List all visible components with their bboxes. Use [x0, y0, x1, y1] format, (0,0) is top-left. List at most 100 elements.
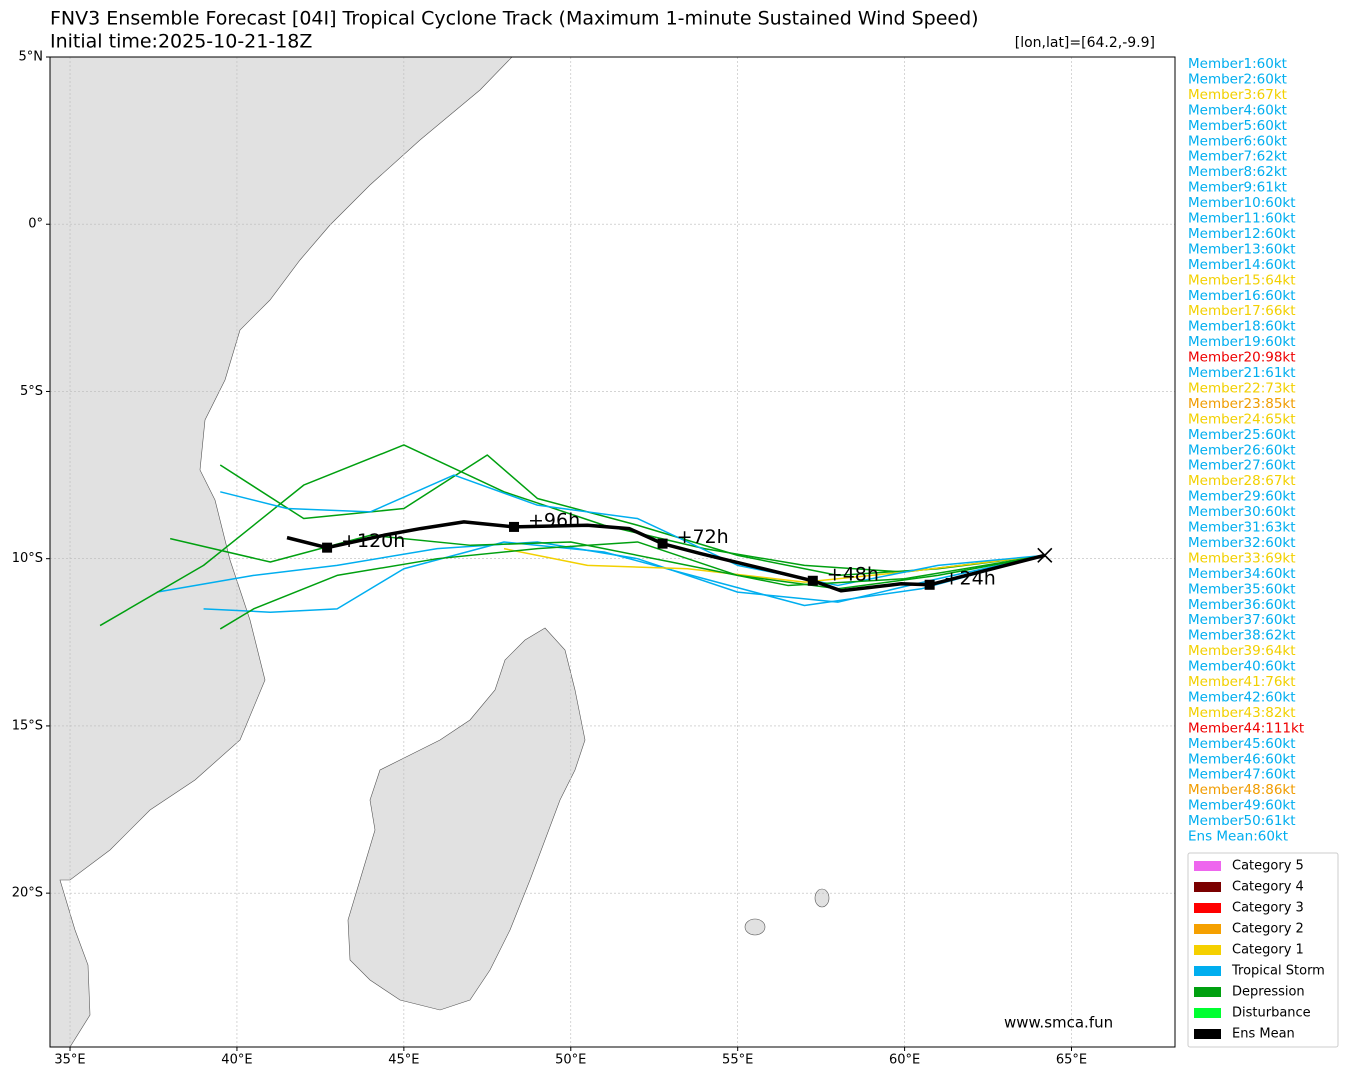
legend-label: Category 2 — [1232, 922, 1304, 937]
legend-label: Ens Mean — [1232, 1027, 1295, 1042]
land — [50, 57, 830, 1047]
member-label: Member6:60kt — [1188, 133, 1287, 149]
chart-title: FNV3 Ensemble Forecast [04I] Tropical Cy… — [50, 8, 979, 30]
member-label: Member37:60kt — [1188, 612, 1296, 628]
member-label: Member10:60kt — [1188, 195, 1296, 211]
member-track — [170, 534, 1045, 587]
member-label: Member35:60kt — [1188, 581, 1296, 597]
member-label: Member41:76kt — [1188, 674, 1296, 690]
member-label: Member12:60kt — [1188, 226, 1296, 242]
member-label: Member2:60kt — [1188, 71, 1287, 87]
africa — [50, 57, 513, 1047]
island — [814, 888, 830, 908]
legend-swatch — [1194, 924, 1221, 934]
time-marker — [807, 575, 818, 586]
member-label: Member17:66kt — [1188, 303, 1296, 319]
member-label: Member32:60kt — [1188, 535, 1296, 551]
member-label: Member1:60kt — [1188, 56, 1287, 72]
madagascar — [347, 627, 586, 1011]
time-label: +48h — [827, 563, 879, 585]
member-label: Member48:86kt — [1188, 782, 1296, 798]
y-tick-label: 0° — [28, 217, 43, 232]
member-label: Member40:60kt — [1188, 659, 1296, 675]
time-marker — [509, 521, 520, 532]
member-label: Member27:60kt — [1188, 458, 1296, 474]
legend-swatch — [1194, 1029, 1221, 1039]
time-marker — [322, 542, 333, 553]
member-label: Member16:60kt — [1188, 288, 1296, 304]
y-tick-label: 5°N — [19, 50, 44, 65]
member-label: Ens Mean:60kt — [1188, 829, 1288, 845]
member-label: Member3:67kt — [1188, 87, 1287, 103]
member-label: Member47:60kt — [1188, 767, 1296, 783]
position-label: [lon,lat]=[64.2,-9.9] — [1015, 35, 1155, 51]
member-label: Member50:61kt — [1188, 813, 1296, 829]
member-label: Member26:60kt — [1188, 442, 1296, 458]
x-tick-label: 50°E — [555, 1053, 586, 1068]
tracks: +24h +48h +72h +96h +120h — [99, 444, 1053, 630]
member-label: Member15:64kt — [1188, 272, 1296, 288]
legend-label: Category 1 — [1232, 943, 1304, 958]
member-label: Member29:60kt — [1188, 489, 1296, 505]
member-label: Member11:60kt — [1188, 211, 1296, 227]
legend-label: Category 5 — [1232, 859, 1304, 874]
member-label: Member25:60kt — [1188, 427, 1296, 443]
member-label: Member7:62kt — [1188, 149, 1287, 165]
x-tick-label: 35°E — [54, 1053, 85, 1068]
member-label: Member5:60kt — [1188, 118, 1287, 134]
member-label: Member42:60kt — [1188, 689, 1296, 705]
island — [744, 918, 766, 936]
member-label: Member46:60kt — [1188, 751, 1296, 767]
legend-swatch — [1194, 882, 1221, 892]
member-label: Member18:60kt — [1188, 319, 1296, 335]
legend-swatch — [1194, 1008, 1221, 1018]
member-label: Member4:60kt — [1188, 102, 1287, 118]
y-tick-label: 5°S — [20, 384, 43, 399]
legend-label: Depression — [1232, 985, 1305, 1000]
member-label: Member44:111kt — [1188, 720, 1304, 736]
member-label: Member21:61kt — [1188, 365, 1296, 381]
member-label: Member9:61kt — [1188, 180, 1287, 196]
legend-swatch — [1194, 903, 1221, 913]
time-marker — [924, 579, 935, 590]
member-label: Member36:60kt — [1188, 597, 1296, 613]
member-label: Member43:82kt — [1188, 705, 1296, 721]
legend-swatch — [1194, 966, 1221, 976]
member-label: Member19:60kt — [1188, 334, 1296, 350]
legend-swatch — [1194, 987, 1221, 997]
legend-swatch — [1194, 945, 1221, 955]
member-label: Member33:69kt — [1188, 550, 1296, 566]
map-frame — [49, 56, 1176, 1048]
time-label: +120h — [341, 530, 405, 552]
x-tick-label: 55°E — [722, 1053, 753, 1068]
member-label: Member14:60kt — [1188, 257, 1296, 273]
y-tick-label: 20°S — [12, 886, 43, 901]
time-marker — [657, 538, 668, 549]
member-track — [503, 547, 1045, 583]
member-track — [99, 444, 1045, 627]
side-panel: Member1:60ktMember2:60ktMember3:67ktMemb… — [1188, 56, 1325, 1042]
member-track — [220, 474, 1045, 587]
x-tick-label: 60°E — [889, 1053, 920, 1068]
member-label: Member8:62kt — [1188, 164, 1287, 180]
legend-label: Category 4 — [1232, 880, 1304, 895]
legend-label: Category 3 — [1232, 901, 1304, 916]
y-tick-label: 10°S — [12, 551, 43, 566]
time-label: +24h — [944, 567, 996, 589]
x-tick-label: 45°E — [388, 1053, 419, 1068]
x-tick-label: 40°E — [221, 1053, 252, 1068]
member-label: Member22:73kt — [1188, 380, 1296, 396]
member-label: Member45:60kt — [1188, 736, 1296, 752]
member-label: Member49:60kt — [1188, 798, 1296, 814]
time-label: +72h — [677, 526, 729, 548]
member-label: Member34:60kt — [1188, 566, 1296, 582]
x-tick-label: 65°E — [1056, 1053, 1087, 1068]
member-label: Member23:85kt — [1188, 396, 1296, 412]
legend-swatch — [1194, 861, 1221, 871]
mean-track — [286, 520, 1046, 593]
member-label: Member20:98kt — [1188, 350, 1296, 366]
start-marker — [1037, 547, 1053, 563]
legend-box — [1187, 852, 1339, 1048]
member-label: Member24:65kt — [1188, 411, 1296, 427]
